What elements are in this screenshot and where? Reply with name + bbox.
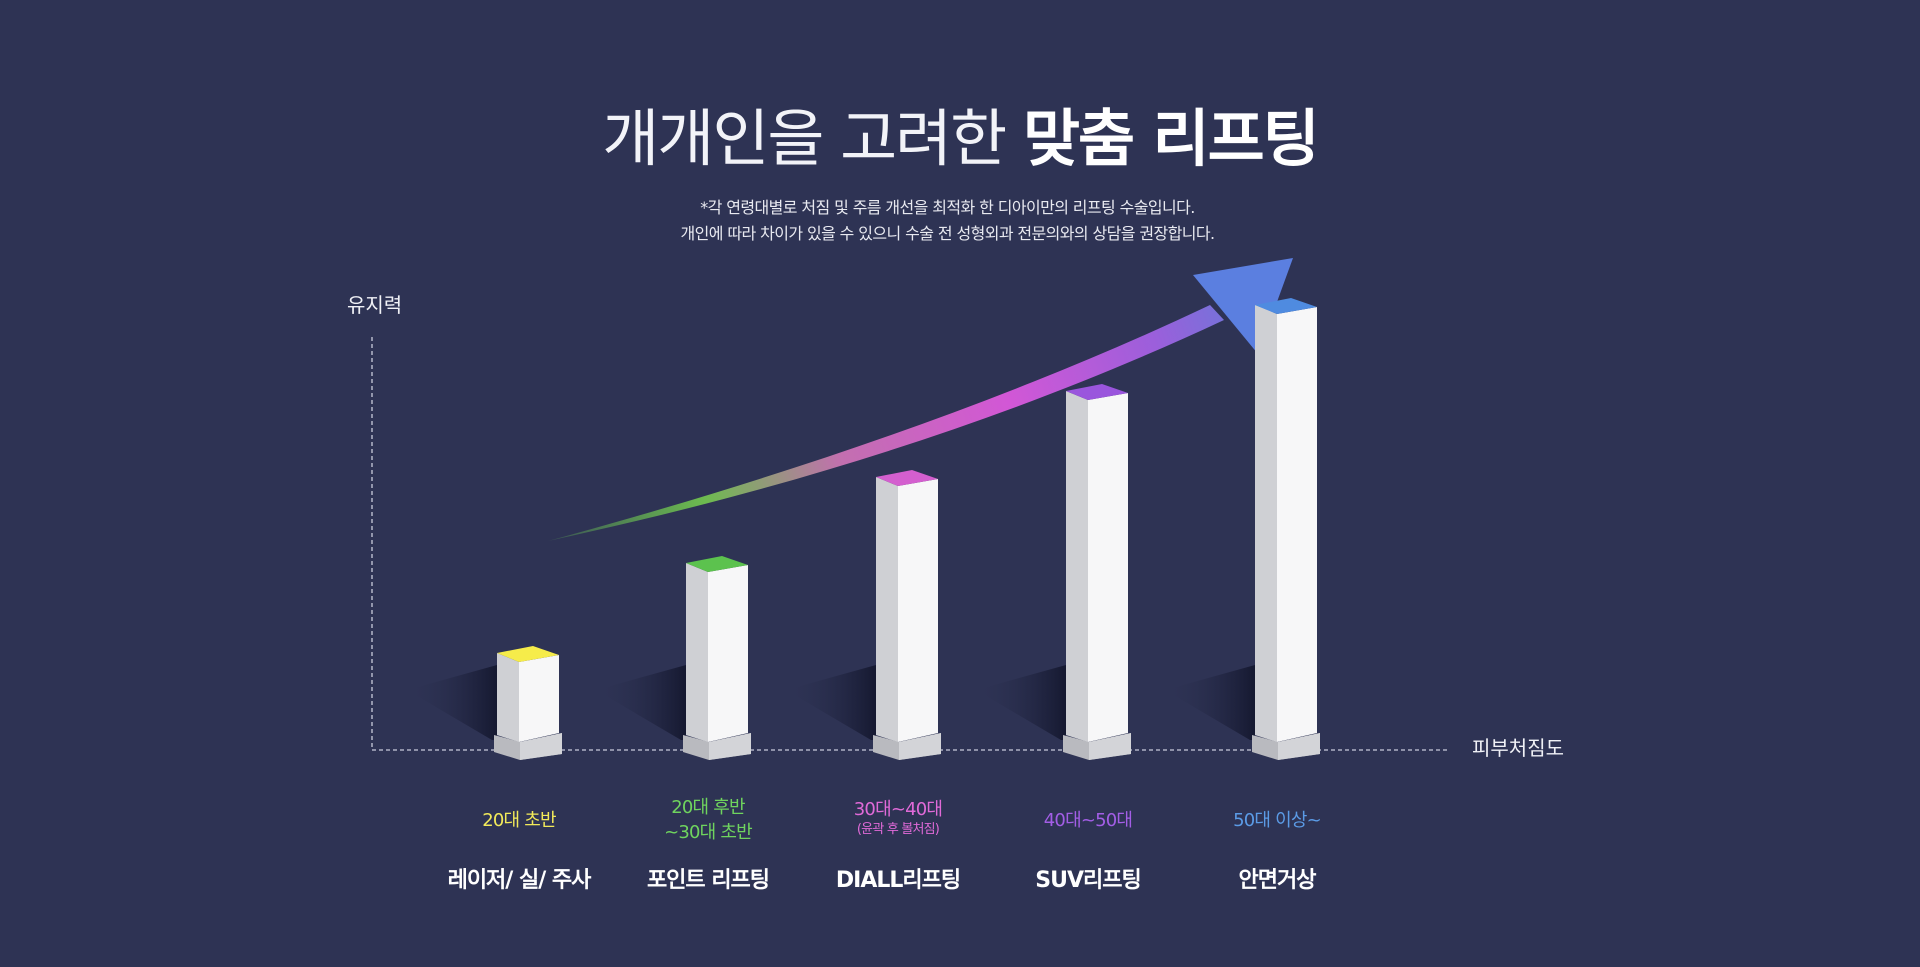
- bar-left-face: [1066, 391, 1088, 742]
- bar-front-face: [1088, 393, 1128, 742]
- bar-shadow: [786, 665, 876, 740]
- age-group-line1: 20대 초반: [482, 810, 556, 831]
- page-title: 개개인을 고려한 맞춤 리프팅: [0, 88, 1920, 178]
- bar-front-face: [708, 565, 748, 742]
- bar-3: [786, 470, 941, 760]
- age-group-line1: 40대~50대: [1043, 810, 1133, 831]
- bar-5: [1165, 298, 1320, 760]
- bar-shadow: [407, 665, 497, 740]
- bar-shadow: [976, 665, 1066, 740]
- disclaimer-line-1: *각 연령대별로 처짐 및 주름 개선을 최적화 한 디아이만의 리프팅 수술입…: [700, 198, 1195, 217]
- procedure-label: SUV리프팅: [1035, 868, 1141, 893]
- title-light: 개개인을 고려한: [602, 102, 1007, 175]
- trend-arrow-head: [1193, 258, 1293, 354]
- y-axis-label: 유지력: [347, 293, 403, 317]
- bar-shadow: [596, 665, 686, 740]
- age-group-line1: 30대~40대: [853, 799, 943, 820]
- age-group-label: 50대 이상~: [1167, 808, 1387, 833]
- age-group-label: 20대 초반: [409, 808, 629, 833]
- age-group-sub: (윤곽 후 볼처짐): [856, 822, 940, 837]
- age-group-line2: ~30대 초반: [664, 822, 753, 843]
- bar-top-cap: [1066, 384, 1128, 400]
- bar-front-face: [519, 655, 559, 742]
- bar-left-face: [497, 653, 519, 742]
- bar-top-cap: [686, 556, 748, 572]
- title-bold: 맞춤 리프팅: [1022, 102, 1320, 175]
- bar-front-face: [898, 479, 938, 742]
- procedure-label: DIALL리프팅: [835, 868, 961, 893]
- bar-top-cap: [1255, 298, 1317, 314]
- age-group-line1: 20대 후반: [671, 797, 745, 818]
- age-group-label: 20대 후반 ~30대 초반: [598, 795, 818, 845]
- procedure-label: 포인트 리프팅: [646, 868, 770, 893]
- bar-shadow: [1165, 665, 1255, 740]
- bar-pedestal-front: [1089, 733, 1131, 760]
- disclaimer-line-2: 개인에 따라 차이가 있을 수 있으니 수술 전 성형외과 전문의와의 상담을 …: [680, 224, 1216, 243]
- bar-left-face: [686, 563, 708, 742]
- bar-pedestal-front: [709, 733, 751, 760]
- x-axis-label: 피부처짐도: [1472, 736, 1564, 760]
- bar-top-cap: [497, 646, 559, 662]
- bar-left-face: [1255, 305, 1277, 742]
- trend-arrow: [548, 258, 1293, 541]
- bar-1: [407, 646, 562, 760]
- bar-top-cap: [876, 470, 938, 486]
- bar-left-face: [876, 477, 898, 742]
- bar-pedestal-front: [899, 733, 941, 760]
- procedure-label: 레이저/ 실/ 주사: [447, 868, 592, 893]
- bar-pedestal-front: [1278, 733, 1320, 760]
- bar-front-face: [1277, 307, 1317, 742]
- bar-4: [976, 384, 1131, 760]
- age-group-label: 40대~50대: [978, 808, 1198, 833]
- age-group-label: 30대~40대 (윤곽 후 볼처짐): [788, 797, 1008, 838]
- age-group-line1: 50대 이상~: [1233, 810, 1322, 831]
- procedure-label: 안면거상: [1238, 868, 1317, 893]
- bar-pedestal-front: [520, 733, 562, 760]
- bar-2: [596, 556, 751, 760]
